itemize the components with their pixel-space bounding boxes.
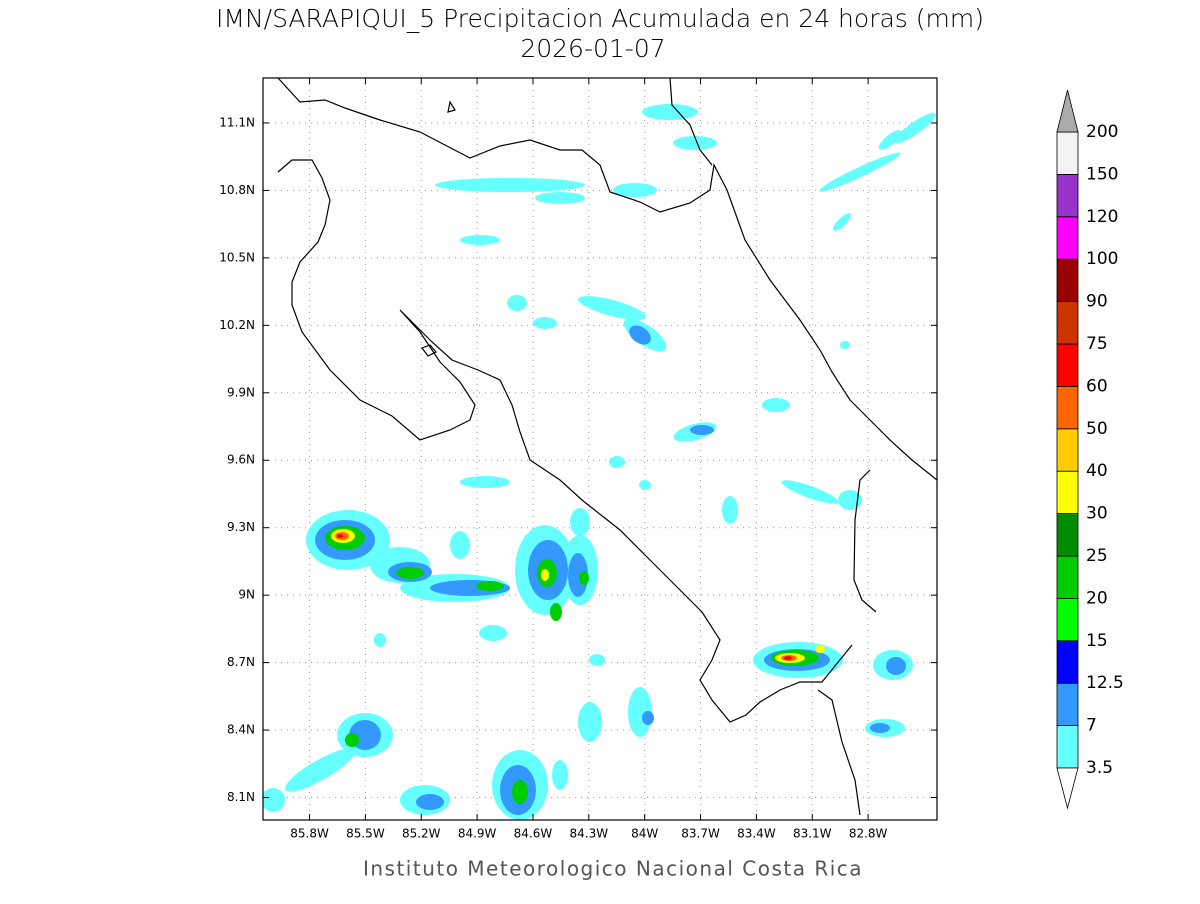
colorbar-label: 3.5 [1086,758,1113,778]
y-tick-label: 10.8N [219,183,255,197]
y-tick-label: 9.3N [227,520,255,534]
colorbar-label: 20 [1086,588,1108,608]
colorbar-box [1056,258,1079,303]
colorbar-label: 25 [1086,546,1108,566]
y-tick-label: 8.4N [227,723,255,737]
colorbar-box [1056,131,1079,175]
x-tick-label: 84W [631,827,658,841]
x-tick-label: 83.1W [793,827,832,841]
colorbar-box [1056,385,1079,430]
colorbar-label: 15 [1086,631,1108,651]
colorbar-over [1056,89,1079,133]
colorbar-label: 7 [1086,716,1097,736]
colorbar-box [1056,470,1079,515]
x-tick-label: 82.8W [849,827,888,841]
colorbar-box [1056,555,1079,599]
x-tick-label: 85.8W [290,827,329,841]
grid [263,78,937,820]
x-tick-label: 83.7W [681,827,720,841]
colorbar-box [1056,598,1079,642]
precipitation [263,104,936,820]
colorbar-label: 200 [1086,122,1118,142]
x-tick-label: 84.6W [514,827,553,841]
colorbar-box [1056,343,1079,387]
coastline [277,78,937,816]
colorbar-box [1056,216,1079,260]
x-tick-label: 85.2W [402,827,441,841]
colorbar-box [1056,513,1079,557]
colorbar-box [1056,173,1079,218]
colorbar-label: 50 [1086,419,1108,439]
y-tick-label: 10.5N [219,250,255,264]
y-tick-label: 11.1N [219,115,255,129]
y-tick-label: 9.6N [227,453,255,467]
colorbar-label: 120 [1086,207,1118,227]
y-tick-label: 9.9N [227,385,255,399]
colorbar-label: 40 [1086,461,1108,481]
colorbar: 3.5 7 12.5 15 20 25 30 40 50 60 75 90 100 120 150 200 [1056,89,1124,810]
colorbar-box [1056,725,1079,769]
colorbar-label: 30 [1086,504,1108,524]
colorbar-label: 12.5 [1086,673,1124,693]
x-tick-label: 85.5W [346,827,385,841]
colorbar-box [1056,640,1079,684]
colorbar-box [1056,301,1079,345]
y-tick-label: 8.1N [227,790,255,804]
map-frame [262,77,938,821]
colorbar-label: 60 [1086,376,1108,396]
colorbar-box [1056,682,1079,727]
map-subtitle: 2026-01-07 [520,34,665,63]
y-tick-label: 10.2N [219,318,255,332]
y-tick-label: 9N [238,588,255,602]
colorbar-under [1056,767,1079,810]
colorbar-label: 75 [1086,334,1108,354]
axes: 85.8W 85.5W 85.2W 84.9W 84.6W 84.3W 84W 83.7W 83… [219,78,937,841]
x-tick-label: 83.4W [737,827,776,841]
footer: Instituto Meteorologico Nacional Costa R… [363,857,863,881]
x-tick-label: 84.3W [570,827,609,841]
colorbar-box [1056,428,1079,472]
colorbar-label: 90 [1086,292,1108,312]
map-title: IMN/SARAPIQUI_5 Precipitacion Acumulada … [216,4,984,33]
x-tick-label: 84.9W [458,827,497,841]
colorbar-label: 100 [1086,249,1118,269]
colorbar-label: 150 [1086,164,1118,184]
y-tick-label: 8.7N [227,655,255,669]
